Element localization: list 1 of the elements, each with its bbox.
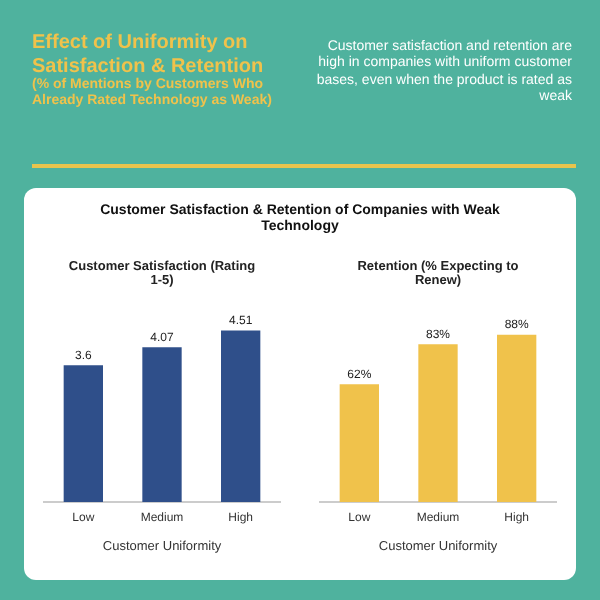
text: Effect of Uniformity on Satisfaction & Retention xyxy=(32,32,266,77)
